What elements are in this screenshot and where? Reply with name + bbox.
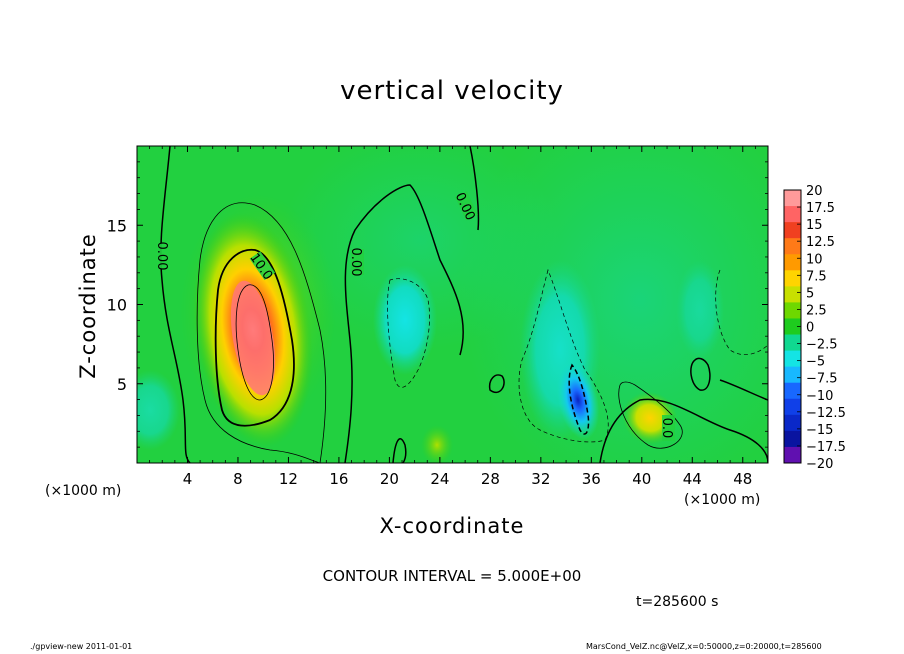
x-tick-label: 16 bbox=[329, 470, 348, 488]
contour-neg-five-mid bbox=[387, 278, 430, 388]
colorbar-swatch bbox=[784, 286, 801, 303]
colorbar-swatch bbox=[784, 222, 801, 239]
contour-neg-five-right bbox=[715, 269, 768, 356]
colorbar-label: −12.5 bbox=[806, 406, 846, 421]
colorbar: 20 17.5 15 12.5 10 7.5 5 2.5 0 −2.5 −5 −7.5 −10 −12.5… bbox=[783, 184, 846, 472]
contour-five-small-updraft bbox=[618, 381, 683, 449]
contour-lines bbox=[160, 146, 768, 463]
x-tick-label: 48 bbox=[733, 470, 752, 488]
contour-zero-bottom bbox=[392, 438, 407, 463]
contour-ten-updraft bbox=[214, 248, 295, 427]
colorbar-swatch bbox=[784, 206, 801, 223]
contour-zero-mid bbox=[344, 146, 480, 463]
contour-label-bg bbox=[455, 191, 478, 221]
contour-label-bg bbox=[249, 251, 276, 281]
colorbar-label: −7.5 bbox=[806, 372, 838, 387]
contour-neg-five-downdraft bbox=[518, 268, 609, 443]
mid-downdraft bbox=[373, 265, 437, 375]
colorbar-swatch bbox=[784, 190, 801, 207]
contour-interval: CONTOUR INTERVAL = 5.000E+00 bbox=[322, 567, 582, 585]
colorbar-label: 2.5 bbox=[806, 303, 827, 318]
colorbar-swatch bbox=[784, 302, 801, 319]
colorbar-label: −2.5 bbox=[806, 338, 838, 353]
x-tick-label: 8 bbox=[233, 470, 243, 488]
x-unit-right: (×1000 m) bbox=[684, 492, 761, 508]
footer-left: ./gpview-new 2011-01-01 bbox=[30, 642, 133, 651]
small-yellow-patch bbox=[421, 425, 453, 463]
contour-labels: 0.00 10.0 0.000.000.0 bbox=[154, 190, 675, 441]
colorbar-label: 20 bbox=[806, 184, 823, 199]
x-tick-label: 36 bbox=[582, 470, 601, 488]
x-tick-label: 4 bbox=[183, 470, 193, 488]
y-axis-ticks: 5 10 15 bbox=[107, 161, 768, 448]
colorbar-label: 15 bbox=[806, 218, 823, 233]
colorbar-swatch bbox=[784, 430, 801, 448]
contour-label: 0.0 bbox=[659, 418, 674, 439]
x-tick-label: 44 bbox=[683, 470, 702, 488]
colorbar-swatch bbox=[784, 270, 801, 287]
colorbar-label: 10 bbox=[806, 252, 823, 267]
x-axis-label: X-coordinate bbox=[379, 514, 525, 538]
colorbar-label: −17.5 bbox=[806, 440, 846, 455]
contour-zero-small bbox=[488, 374, 505, 394]
velocity-field: 0.00 10.0 0.000.000.0 bbox=[137, 146, 768, 463]
colorbar-swatch bbox=[784, 446, 801, 464]
contour-label-bg bbox=[157, 243, 170, 269]
colorbar-label: 7.5 bbox=[806, 269, 827, 284]
colorbar-swatch bbox=[784, 366, 801, 384]
contour-label-bg bbox=[351, 249, 364, 275]
x-axis-ticks: 4 8 12 16 20 24 28 32 36 40 44 48 bbox=[149, 146, 756, 488]
x-tick-label: 20 bbox=[380, 470, 399, 488]
colorbar-label: 12.5 bbox=[806, 235, 835, 250]
colorbar-label: −10 bbox=[806, 389, 833, 404]
y-tick-label: 5 bbox=[117, 375, 127, 394]
colorbar-swatch bbox=[784, 318, 801, 336]
x-tick-label: 12 bbox=[279, 470, 298, 488]
colorbar-label: −15 bbox=[806, 423, 833, 438]
contour-label-bg bbox=[662, 415, 675, 441]
y-axis-label: Z-coordinate bbox=[76, 233, 100, 379]
colorbar-swatch bbox=[784, 414, 801, 432]
x-unit-left: (×1000 m) bbox=[45, 483, 122, 499]
colorbar-swatch bbox=[784, 238, 801, 255]
field-left-downdraft bbox=[137, 370, 180, 450]
y-tick-label: 15 bbox=[107, 216, 127, 235]
colorbar-label: −5 bbox=[806, 355, 825, 370]
colorbar-swatch bbox=[784, 398, 801, 416]
y-tick-label: 10 bbox=[107, 296, 127, 315]
colorbar-swatch bbox=[784, 254, 801, 271]
colorbar-label: −20 bbox=[806, 457, 833, 472]
x-tick-label: 32 bbox=[531, 470, 550, 488]
colorbar-swatch bbox=[784, 334, 801, 352]
x-tick-label: 24 bbox=[430, 470, 449, 488]
colorbar-label: 0 bbox=[806, 321, 814, 336]
footer-right: MarsCond_VelZ.nc@VelZ,x=0:50000,z=0:2000… bbox=[586, 642, 822, 651]
colorbar-label: 17.5 bbox=[806, 201, 835, 216]
contour-zero-left bbox=[160, 146, 191, 463]
contour-zero-right-upper bbox=[719, 379, 768, 401]
contour-neg-ten-downdraft bbox=[568, 363, 590, 435]
contour-zero-blob bbox=[690, 357, 711, 391]
contour-label: 0.00 bbox=[154, 242, 169, 271]
contour-fifteen-updraft bbox=[235, 284, 274, 401]
time-label: t=285600 s bbox=[636, 594, 719, 610]
x-tick-label: 40 bbox=[632, 470, 651, 488]
field-region-mid bbox=[280, 146, 560, 350]
contour-label: 0.00 bbox=[348, 248, 363, 277]
x-tick-label: 28 bbox=[481, 470, 500, 488]
updraft-core bbox=[230, 280, 276, 396]
colorbar-swatch bbox=[784, 350, 801, 368]
right-downdraft bbox=[676, 260, 724, 360]
colorbar-swatch bbox=[784, 382, 801, 400]
colorbar-label: 5 bbox=[806, 286, 814, 301]
contour-zero-right bbox=[599, 398, 768, 463]
chart-title: vertical velocity bbox=[340, 76, 564, 106]
contour-five-updraft bbox=[196, 202, 327, 463]
